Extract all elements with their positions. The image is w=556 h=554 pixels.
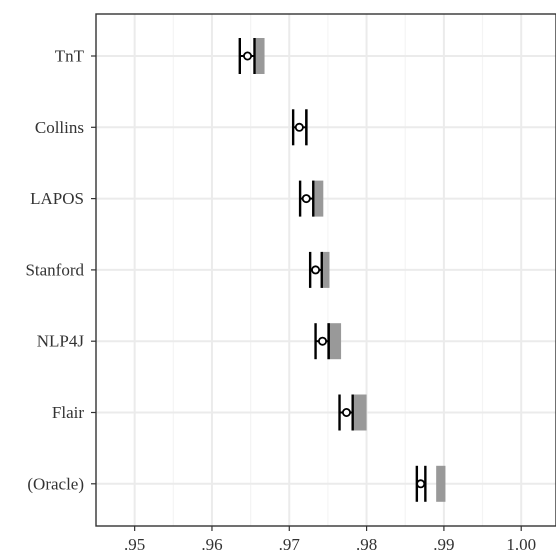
y-tick-label: NLP4J	[37, 332, 85, 351]
panel-border	[95, 13, 556, 527]
range-box	[312, 180, 324, 217]
y-tick-label: Flair	[52, 403, 84, 422]
y-tick-label: (Oracle)	[27, 474, 84, 493]
point-estimate	[416, 479, 426, 489]
point-estimate	[318, 336, 328, 346]
range-box	[436, 465, 446, 502]
y-tick-label: TnT	[55, 47, 85, 66]
chart-marks	[238, 38, 446, 502]
range-box	[321, 251, 330, 288]
range-box	[327, 323, 342, 360]
x-tick-label: .95	[124, 535, 145, 554]
y-tick-label: LAPOS	[30, 189, 84, 208]
grid	[96, 14, 556, 526]
y-axis-labels: TnT Collins LAPOS Stanford NLP4J Flair (Oracle…	[25, 47, 96, 493]
x-axis-ticks: .95 .96 .97 .98 .99 1.00	[124, 526, 536, 554]
x-tick-label: .96	[201, 535, 222, 554]
x-tick-label: .98	[356, 535, 377, 554]
point-estimate	[301, 194, 311, 204]
x-tick-label: .97	[279, 535, 301, 554]
y-tick-label: Collins	[35, 118, 84, 137]
x-tick-label: 1.00	[506, 535, 536, 554]
point-estimate	[311, 265, 321, 275]
point-estimate	[294, 122, 304, 132]
point-estimate	[341, 407, 351, 417]
range-box	[254, 38, 265, 74]
y-tick-label: Stanford	[25, 260, 84, 279]
x-tick-label: .99	[433, 535, 454, 554]
point-estimate	[243, 51, 253, 61]
range-box	[352, 394, 367, 431]
